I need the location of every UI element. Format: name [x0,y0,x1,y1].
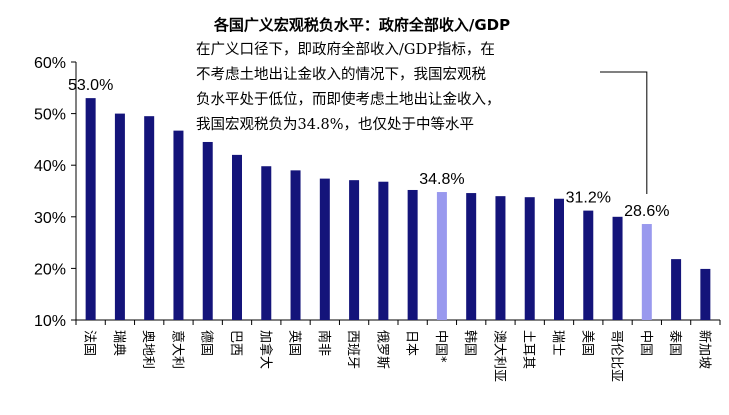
y-tick-label: 40% [34,158,66,175]
y-tick-label: 60% [34,55,66,72]
x-tick-label: 西班牙 [345,330,360,369]
x-tick-label: 英国 [287,330,302,356]
bar [232,154,242,320]
bar [524,197,535,320]
y-tick-label: 10% [34,313,66,330]
x-tick-label: 中国* [433,330,448,363]
bar [554,198,564,320]
x-tick-label: 南非 [316,330,332,356]
x-tick-label: 巴西 [228,330,243,356]
bar [261,166,272,320]
x-tick-label: 瑞典 [111,330,126,356]
x-tick-label: 韩国 [462,330,477,356]
data-label: 28.6% [624,203,669,220]
bar [583,210,594,320]
x-tick-label: 中国 [638,330,653,356]
x-tick-label: 奥地利 [140,330,155,369]
annotation-line: 负水平处于低位，而即使考虑土地出让金收入， [196,91,501,108]
annotation-line: 我国宏观税负为34.8%，也仅处于中等水平 [196,115,474,133]
x-tick-label: 土耳其 [521,330,536,369]
bar [436,192,447,320]
x-axis-labels: 法国 瑞典 奥地利 意大利 德国 巴西 加拿大 英国 南非 西班牙 俄罗斯 日本 中国* 韩国 澳大利亚 土耳… [82,330,713,382]
data-label: 53.0% [68,77,113,94]
x-tick-label: 德国 [199,330,214,356]
bar [144,116,155,321]
annotation: 在广义口径下，即政府全部收入/GDP指标，在不考虑土地出让金收入的情况下，我国宏… [196,40,648,195]
bar [495,196,506,320]
bar [319,178,330,320]
bars [85,98,711,321]
bar [202,141,213,320]
data-label: 31.2% [566,190,611,207]
bar [612,216,623,320]
bar [407,189,418,320]
x-tick-label: 泰国 [667,330,682,356]
chart-title: 各国广义宏观税负水平：政府全部收入/GDP [213,16,510,34]
x-tick-label: 法国 [82,330,97,356]
bar [466,193,477,320]
bar [641,224,652,320]
bar [671,259,682,320]
x-tick-label: 加拿大 [257,330,273,369]
bar [700,268,711,320]
bar [85,98,96,321]
annotation-line: 在广义口径下，即政府全部收入/GDP指标，在 [196,40,495,58]
bar [290,170,301,320]
x-tick-label: 澳大利亚 [491,330,507,382]
y-tick-label: 50% [34,107,66,124]
x-tick-label: 新加坡 [696,330,712,369]
x-tick-label: 俄罗斯 [374,330,389,369]
x-tick-label: 意大利 [169,330,185,369]
bar [173,130,184,320]
bar [349,180,360,320]
y-tick-label: 30% [34,210,66,227]
annotation-line: 不考虑土地出让金收入的情况下，我国宏观税 [196,66,486,83]
bar [114,113,125,320]
x-tick-label: 日本 [404,330,419,356]
bar [378,181,389,320]
y-tick-label: 20% [34,261,66,278]
annotation-connector [600,71,648,195]
x-tick-label: 哥伦比亚 [609,330,624,382]
data-label: 34.8% [419,171,464,188]
data-labels: 53.0% 34.8% 31.2% 28.6% [68,77,670,220]
x-tick-label: 美国 [579,330,594,356]
x-tick-label: 瑞士 [550,330,565,356]
